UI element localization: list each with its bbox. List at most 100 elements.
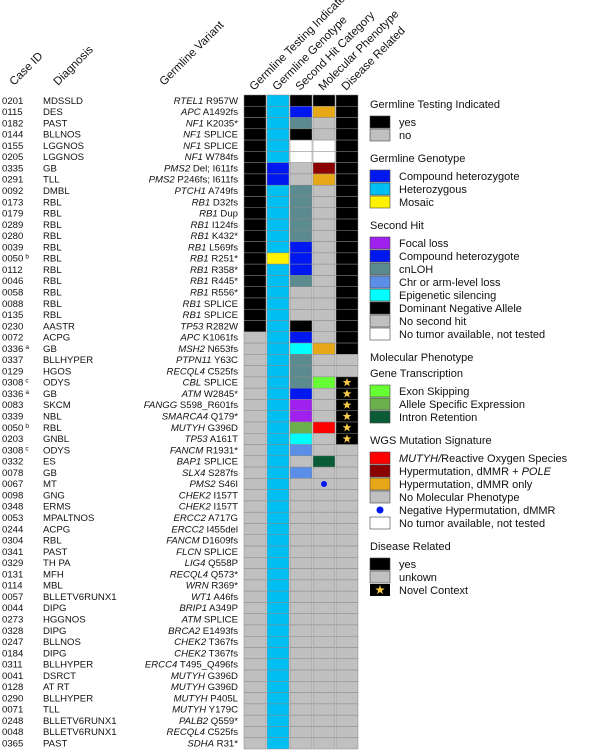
germline-variant: ATM W2845* <box>181 389 239 400</box>
heatmap-cell <box>266 478 290 490</box>
legend-text: Compound heterozygote <box>399 251 519 263</box>
legend-dot-icon <box>376 506 384 514</box>
heatmap-cell <box>289 647 313 660</box>
legend-swatch <box>369 327 391 341</box>
case-id: 0092 <box>2 186 23 197</box>
heatmap-cell <box>289 545 313 558</box>
heatmap-cell <box>335 331 359 344</box>
diagnosis: DES <box>43 107 63 118</box>
diagnosis: GB <box>43 468 57 479</box>
heatmap-cell <box>289 365 313 378</box>
germline-variant: MUTYH P405L <box>173 693 238 704</box>
gene-name: MUTYH <box>173 693 207 704</box>
heatmap-cell <box>289 275 313 287</box>
heatmap-cell <box>312 455 336 468</box>
case-id: 0205 <box>2 152 23 163</box>
heatmap-cell <box>289 252 313 265</box>
heatmap-cell <box>266 139 290 152</box>
heatmap-cell <box>312 737 336 750</box>
case-id: 0046 <box>2 276 23 287</box>
heatmap-cell <box>289 162 313 175</box>
legend-title: Germline Genotype <box>370 153 465 165</box>
heatmap-cell <box>335 534 359 547</box>
diagnosis: BLLETV6RUNX1 <box>43 716 117 727</box>
legend-swatch <box>369 262 391 276</box>
gene-name: RB1 <box>183 310 202 321</box>
gene-name: NF1 <box>185 152 203 163</box>
heatmap-cell <box>335 173 359 186</box>
diagnosis: DIPG <box>43 626 66 637</box>
case-id: 0058 <box>2 287 23 298</box>
heatmap-cell <box>289 703 313 716</box>
heatmap-cell <box>335 466 359 479</box>
heatmap-cell <box>335 511 359 524</box>
heatmap-cell <box>243 478 267 490</box>
gene-name: SDHA <box>187 739 214 750</box>
legend-label: Allele Specific Expression <box>399 399 525 411</box>
heatmap-cell <box>312 613 336 626</box>
heatmap-cell <box>335 320 359 333</box>
case-id: 0337 <box>2 355 23 366</box>
heatmap-cell <box>266 173 290 186</box>
legend-text: Exon Skipping <box>399 386 469 398</box>
legend-text: Novel Context <box>399 585 468 597</box>
germline-variant: NF1 K2035* <box>186 118 239 129</box>
variant-change: K2035* <box>204 118 238 129</box>
legend-label: MUTYH/Reactive Oxygen Species <box>399 453 568 465</box>
legend-text: Chr or arm-level loss <box>399 277 501 289</box>
variant-change: R282W <box>203 321 239 332</box>
case-superscript: b <box>25 423 29 430</box>
diagnosis: BLLHYPER <box>43 660 93 671</box>
variant-change: Y63C <box>212 355 239 366</box>
legend-swatch <box>369 451 391 465</box>
heatmap-cell <box>266 275 290 287</box>
variant-change: T367fs <box>206 648 238 659</box>
case-id: 0308 c <box>2 378 29 389</box>
heatmap-cell <box>243 342 267 355</box>
variant-change: R1931* <box>203 445 238 456</box>
heatmap-cell <box>266 433 290 445</box>
germline-variant: RB1 R445* <box>190 276 238 287</box>
heatmap-cell <box>289 263 313 276</box>
heatmap-cell <box>335 579 359 592</box>
case-superscript: c <box>25 445 29 452</box>
heatmap-cell <box>289 241 313 254</box>
legend-text: Mosaic <box>399 197 434 209</box>
germline-variant: CHEK2 I157T <box>179 490 238 501</box>
heatmap-cell <box>243 703 267 716</box>
legend-title: Disease Related <box>370 541 451 553</box>
heatmap-cell <box>243 433 267 445</box>
heatmap-cell <box>312 579 336 592</box>
heatmap-cell <box>335 455 359 468</box>
legend-swatch <box>369 477 391 491</box>
heatmap-cell <box>266 117 290 130</box>
variant-change: C525fs <box>205 727 238 738</box>
gene-name: RECQL4 <box>167 366 205 377</box>
gene-name: FANCM <box>170 445 203 456</box>
heatmap-cell <box>312 320 336 333</box>
diagnosis: BLLHYPER <box>43 693 93 704</box>
heatmap-cell <box>312 703 336 716</box>
legend-swatch <box>369 182 391 196</box>
heatmap-cell <box>266 218 290 231</box>
case-id: 0304 <box>2 536 24 547</box>
gene-name: RB1 <box>190 276 209 287</box>
case-id: 0348 <box>2 502 23 513</box>
variant-change: I124fs <box>209 220 238 231</box>
variant-change: Q558P <box>205 558 238 569</box>
heatmap-cell <box>266 354 290 366</box>
heatmap-cell <box>243 241 267 254</box>
gene-name: PTPN11 <box>176 355 212 366</box>
variant-change: Del; I611fs <box>190 163 238 174</box>
legend-text: Dominant Negative Allele <box>399 303 522 315</box>
diagnosis: GNG <box>43 490 65 501</box>
gene-name: MUTYH <box>172 705 206 716</box>
germline-variant: NF1 SPLICE <box>183 141 238 152</box>
legend-label: Dominant Negative Allele <box>399 303 522 315</box>
gene-name: SMARCA4 <box>162 412 208 423</box>
variant-change: SPLICE <box>201 141 238 152</box>
heatmap-cell <box>266 252 290 265</box>
heatmap-cell <box>289 173 313 186</box>
germline-variant: RB1 R251* <box>190 254 238 265</box>
gene-name: RB1 <box>191 231 210 242</box>
